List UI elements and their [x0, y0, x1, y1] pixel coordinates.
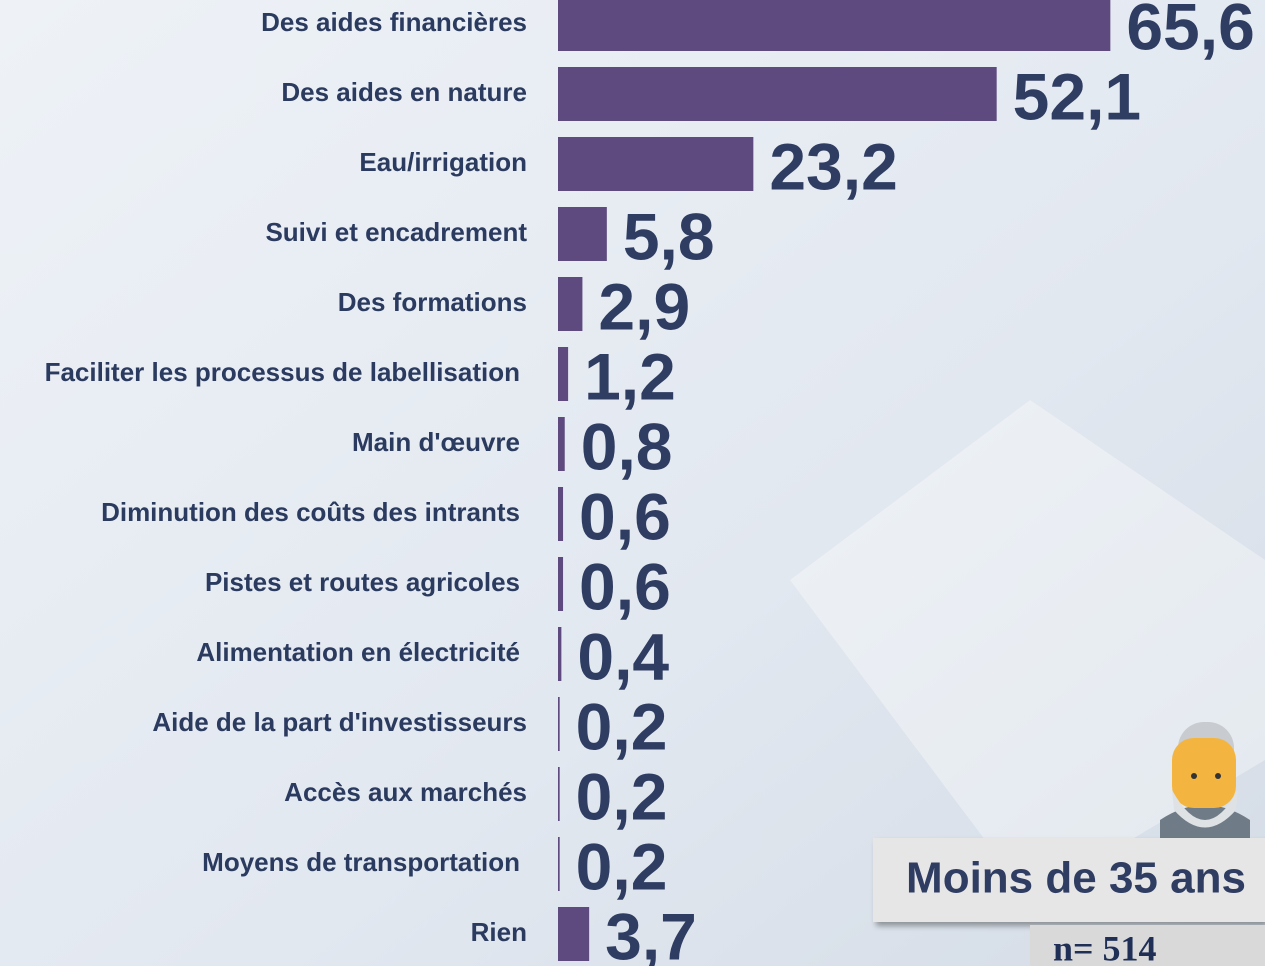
bar: [558, 137, 753, 191]
bar: [558, 837, 560, 891]
category-label: Main d'œuvre: [352, 427, 520, 457]
value-label: 0,8: [581, 409, 673, 483]
category-label: Rien: [471, 917, 527, 947]
chart: Moins de 35 ans n= 514 Des aides financi…: [0, 0, 1265, 966]
category-label: Aide de la part d'investisseurs: [152, 707, 527, 737]
value-label: 23,2: [769, 129, 897, 203]
value-label: 1,2: [584, 339, 676, 413]
category-label: Des aides financières: [261, 7, 527, 37]
category-label: Diminution des coûts des intrants: [101, 497, 520, 527]
bar: [558, 557, 563, 611]
value-label: 5,8: [623, 199, 715, 273]
bar: [558, 627, 561, 681]
category-label: Eau/irrigation: [359, 147, 527, 177]
category-label: Moyens de transportation: [202, 847, 520, 877]
category-label: Des formations: [338, 287, 527, 317]
bar: [558, 0, 1110, 51]
bar: [558, 417, 565, 471]
value-label: 2,9: [598, 269, 690, 343]
bar: [558, 277, 582, 331]
value-label: 52,1: [1013, 59, 1141, 133]
category-label: Suivi et encadrement: [265, 217, 527, 247]
category-label: Faciliter les processus de labellisation: [45, 357, 520, 387]
bar: [558, 907, 589, 961]
bar: [558, 697, 560, 751]
value-label: 0,6: [579, 549, 671, 623]
category-label: Accès aux marchés: [284, 777, 527, 807]
bar: [558, 487, 563, 541]
value-label: 0,6: [579, 479, 671, 553]
category-label: Alimentation en électricité: [196, 637, 520, 667]
category-label: Pistes et routes agricoles: [205, 567, 520, 597]
bar: [558, 67, 997, 121]
value-label: 0,2: [576, 759, 668, 833]
sample-size: n= 514: [1053, 928, 1157, 966]
value-label: 65,6: [1126, 0, 1254, 63]
value-label: 0,2: [576, 829, 668, 903]
value-label: 0,2: [576, 689, 668, 763]
group-label: Moins de 35 ans: [906, 854, 1246, 903]
bar: [558, 347, 568, 401]
category-label: Des aides en nature: [281, 77, 527, 107]
value-label: 3,7: [605, 899, 697, 966]
value-label: 0,4: [577, 619, 669, 693]
bar: [558, 767, 560, 821]
bar: [558, 207, 607, 261]
